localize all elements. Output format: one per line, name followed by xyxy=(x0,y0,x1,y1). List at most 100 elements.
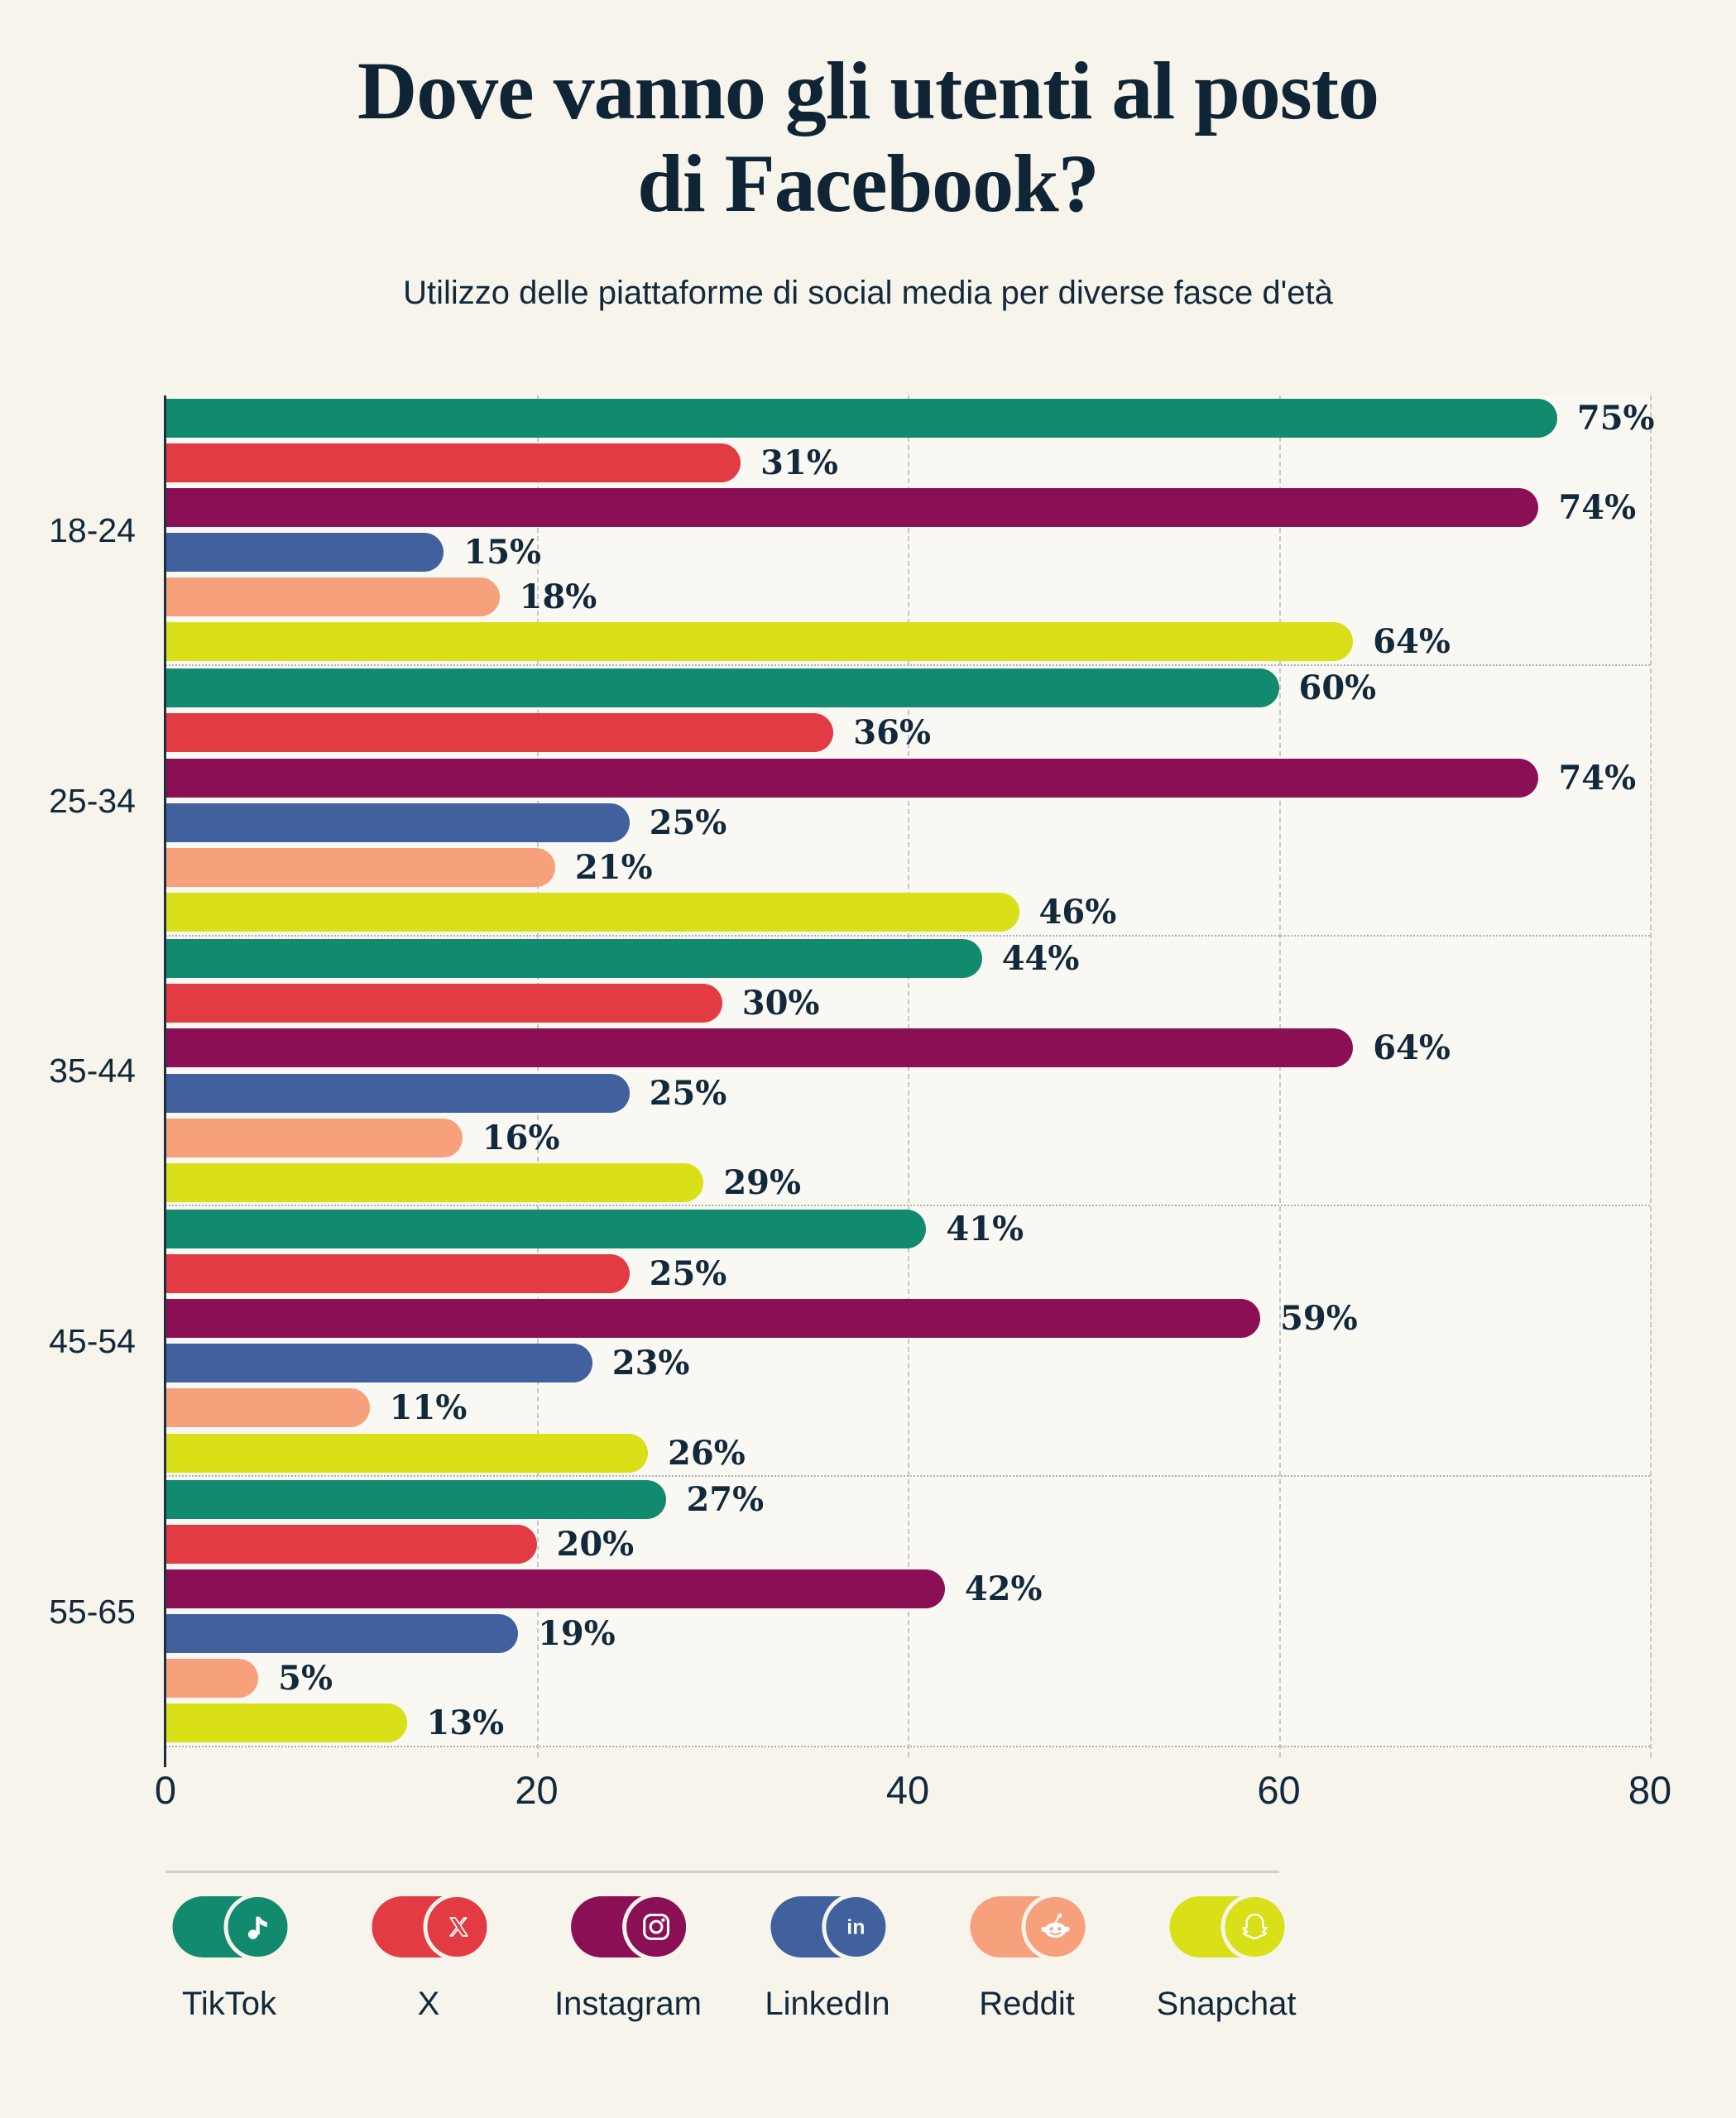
bar-row: 30% xyxy=(165,984,1650,1023)
bar-value-label: 15% xyxy=(463,532,542,572)
chart-title: Dove vanno gli utenti al posto di Faceboo… xyxy=(357,45,1379,229)
bar-value-label: 13% xyxy=(426,1704,505,1743)
bar-value-label: 21% xyxy=(574,847,653,887)
bar xyxy=(165,622,1354,662)
bar-value-label: 31% xyxy=(760,443,838,482)
legend-pill: in xyxy=(770,1893,890,1961)
bar-row: 5% xyxy=(165,1659,1650,1699)
bar-row: 19% xyxy=(165,1614,1650,1654)
bar-group: 41% 25% 59% 23% 11% 26% xyxy=(165,1206,1650,1478)
bar xyxy=(165,1569,945,1608)
legend-item: Instagram xyxy=(554,1893,702,2023)
bar xyxy=(165,668,1279,708)
age-group-label: 18-24 xyxy=(49,510,136,549)
legend-item: X xyxy=(372,1893,492,2023)
bar xyxy=(165,1524,537,1564)
bar-value-label: 30% xyxy=(741,984,820,1023)
bar-row: 23% xyxy=(165,1344,1650,1383)
age-group-label: 55-65 xyxy=(49,1593,136,1632)
bar-value-label: 23% xyxy=(611,1344,690,1383)
bar xyxy=(165,984,722,1023)
bar-row: 74% xyxy=(165,758,1650,798)
bar-row: 64% xyxy=(165,1028,1650,1068)
bar-row: 44% xyxy=(165,939,1650,979)
bar-row: 26% xyxy=(165,1433,1650,1473)
bar-value-label: 18% xyxy=(519,577,597,617)
bar xyxy=(165,577,500,617)
bar-row: 46% xyxy=(165,892,1650,932)
bar xyxy=(165,1704,407,1743)
bar xyxy=(165,939,982,979)
bar xyxy=(165,847,555,887)
bar xyxy=(165,1433,649,1473)
bar-value-label: 25% xyxy=(649,1254,727,1294)
age-group-labels: 18-24 25-34 35-44 45-54 55-65 xyxy=(0,395,151,1747)
bar-row: 13% xyxy=(165,1704,1650,1743)
bar-value-label: 5% xyxy=(278,1659,333,1699)
bar-value-label: 11% xyxy=(389,1388,468,1428)
legend-pill xyxy=(970,1893,1090,1961)
bar-value-label: 25% xyxy=(649,1073,727,1113)
legend-pill xyxy=(571,1893,691,1961)
bar-row: 27% xyxy=(165,1479,1650,1519)
bar xyxy=(165,892,1019,932)
bar-row: 25% xyxy=(165,1073,1650,1113)
bar xyxy=(165,398,1557,438)
bar-row: 18% xyxy=(165,577,1650,617)
plot-area: 75% 31% 74% 15% 18% 64% 60% 36% 74% 25% 21% 46% 44% 3… xyxy=(165,395,1655,1757)
bar xyxy=(165,1162,704,1202)
bar-value-label: 42% xyxy=(964,1569,1043,1608)
bar-row: 15% xyxy=(165,532,1650,572)
bar-value-label: 26% xyxy=(668,1433,746,1473)
legend-item: Reddit xyxy=(970,1893,1090,2023)
legend-item: TikTok xyxy=(172,1893,292,2023)
bar-row: 41% xyxy=(165,1209,1650,1248)
bar-value-label: 20% xyxy=(556,1524,635,1564)
gridline xyxy=(1650,395,1652,1757)
chart-subtitle: Utilizzo delle piattaforme di social med… xyxy=(403,275,1333,311)
bar-row: 64% xyxy=(165,622,1650,662)
bar-value-label: 60% xyxy=(1298,668,1377,708)
bar xyxy=(165,803,630,842)
bar-row: 42% xyxy=(165,1569,1650,1608)
x-icon xyxy=(423,1893,492,1961)
age-group-label: 35-44 xyxy=(49,1052,136,1090)
snapchat-icon xyxy=(1220,1893,1289,1961)
bar-row: 21% xyxy=(165,847,1650,887)
x-tick-label: 60 xyxy=(1257,1768,1301,1812)
bar-value-label: 46% xyxy=(1038,892,1117,932)
bar-row: 74% xyxy=(165,487,1650,527)
bar-group: 60% 36% 74% 25% 21% 46% xyxy=(165,666,1650,937)
legend-item: Snapchat xyxy=(1156,1893,1297,2023)
bar-value-label: 25% xyxy=(649,803,727,842)
bar xyxy=(165,1254,630,1294)
bar xyxy=(165,1073,630,1113)
x-tick-label: 20 xyxy=(515,1768,559,1812)
bar xyxy=(165,1479,667,1519)
bar-row: 25% xyxy=(165,803,1650,842)
bar-value-label: 44% xyxy=(1001,939,1080,979)
bar xyxy=(165,1659,259,1699)
bar xyxy=(165,532,444,572)
legend-label: Reddit xyxy=(979,1986,1075,2022)
bar-row: 16% xyxy=(165,1118,1650,1157)
instagram-icon xyxy=(622,1893,691,1961)
linkedin-icon: in xyxy=(822,1893,890,1961)
bar-value-label: 59% xyxy=(1280,1299,1358,1339)
legend-label: X xyxy=(417,1986,440,2022)
bar-value-label: 29% xyxy=(723,1162,801,1202)
legend-pill xyxy=(172,1893,292,1961)
legend-pill xyxy=(1169,1893,1289,1961)
bar-row: 59% xyxy=(165,1299,1650,1339)
x-tick-label: 0 xyxy=(154,1768,177,1812)
legend-label: TikTok xyxy=(181,1986,277,2022)
bar-value-label: 27% xyxy=(686,1479,765,1519)
bar-row: 31% xyxy=(165,443,1650,482)
bar-groups: 75% 31% 74% 15% 18% 64% 60% 36% 74% 25% 21% 46% 44% 3… xyxy=(165,395,1655,1747)
bar xyxy=(165,1209,927,1248)
bar-row: 60% xyxy=(165,668,1650,708)
bar xyxy=(165,713,834,753)
legend-divider xyxy=(165,1871,1279,1873)
age-group-label: 45-54 xyxy=(49,1322,136,1361)
